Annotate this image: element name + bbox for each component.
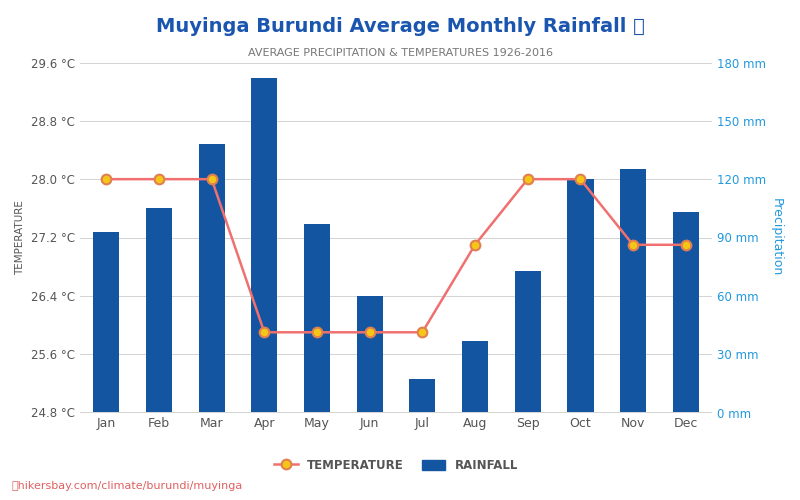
Bar [409,380,435,412]
Bar [198,144,225,412]
Bar [251,78,278,412]
Text: AVERAGE PRECIPITATION & TEMPERATURES 1926-2016: AVERAGE PRECIPITATION & TEMPERATURES 192… [247,48,553,58]
Bar [514,270,541,412]
Bar [93,232,119,412]
Y-axis label: TEMPERATURE: TEMPERATURE [15,200,26,275]
Text: 📍hikersbay.com/climate/burundi/muyinga: 📍hikersbay.com/climate/burundi/muyinga [12,481,243,491]
Bar [146,208,172,412]
Legend: TEMPERATURE, RAINFALL: TEMPERATURE, RAINFALL [270,454,522,476]
Bar [567,179,594,412]
Bar [620,170,646,412]
Bar [304,224,330,412]
Text: Muyinga Burundi Average Monthly Rainfall 🌧: Muyinga Burundi Average Monthly Rainfall… [155,18,645,36]
Bar [357,296,383,412]
Bar [462,340,488,412]
Y-axis label: Precipitation: Precipitation [770,198,782,276]
Bar [673,212,699,412]
